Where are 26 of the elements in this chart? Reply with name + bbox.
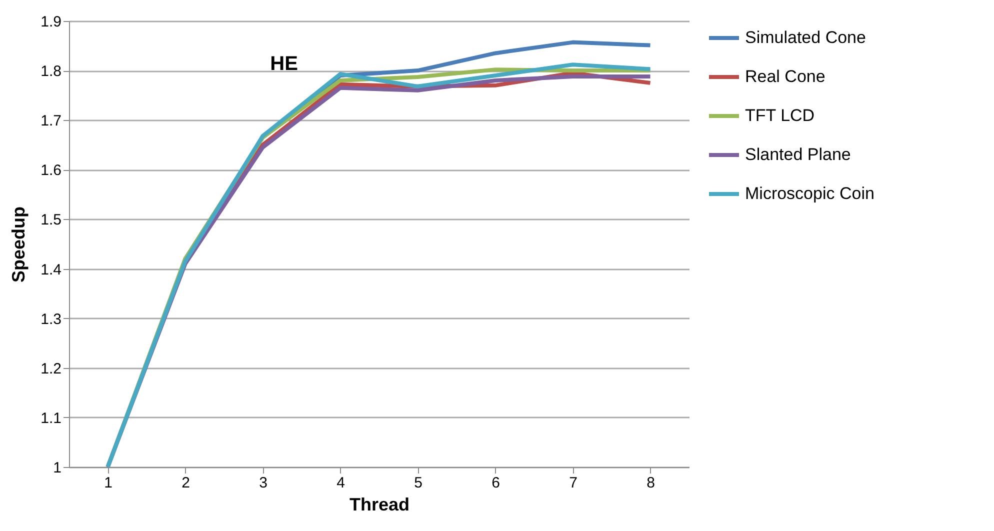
text: HE: [270, 53, 298, 75]
y-tick-label: 1: [53, 460, 62, 476]
y-tick-label: 1.3: [40, 310, 62, 328]
x-tick-label: 1: [104, 474, 112, 492]
y-tick-label: 1.5: [40, 212, 62, 229]
legend-label: TFT LCD: [745, 106, 815, 125]
x-tick-label: 6: [492, 474, 500, 492]
x-tick-label: 2: [182, 474, 190, 492]
y-tick-label: 1.8: [40, 63, 62, 80]
x-axis-title: Thread: [349, 494, 410, 514]
y-tick-label: 1.7: [40, 112, 62, 130]
x-tick-label: 7: [569, 474, 578, 492]
legend-label: Real Cone: [745, 67, 826, 86]
y-tick-label: 1.9: [40, 14, 62, 30]
x-tick-label: 8: [646, 474, 655, 492]
y-tick-label: 1.4: [40, 261, 62, 278]
y-axis-title: Speedup: [8, 206, 29, 283]
x-tick-label: 5: [414, 474, 422, 492]
y-tick-label: 1.1: [40, 410, 62, 427]
legend-label: Slanted Plane: [745, 145, 851, 164]
legend-label: Simulated Cone: [745, 28, 866, 47]
x-tick-label: 4: [336, 474, 345, 492]
y-tick-label: 1.2: [40, 360, 62, 378]
legend-label: Microscopic Coin: [745, 184, 874, 203]
y-tick-label: 1.6: [40, 162, 62, 180]
x-tick-label: 3: [259, 474, 268, 492]
